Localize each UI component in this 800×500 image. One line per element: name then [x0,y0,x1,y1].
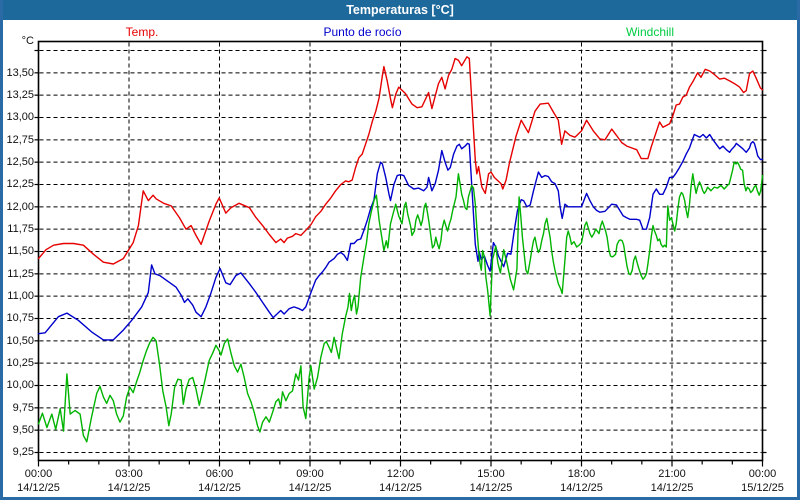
x-tick-time: 12:00 [386,468,415,480]
series-line-windchill [37,161,764,443]
y-axis-tick-label: 9,25 [12,446,34,459]
x-axis-tick-label: 00:00 15/12/25 [718,467,800,495]
x-axis-tick-label: 18:00 14/12/25 [537,467,627,495]
x-tick-date: 14/12/25 [650,482,694,494]
y-axis-tick-label: 13,25 [6,89,34,102]
x-axis-tick-label: 15:00 14/12/25 [446,467,536,495]
y-axis-tick-label: 12,00 [6,200,34,213]
x-tick-time: 21:00 [658,468,686,480]
y-axis-tick-label: 10,50 [6,334,34,347]
x-tick-date: 14/12/25 [17,482,60,494]
x-tick-date: 14/12/25 [469,482,513,494]
y-axis-unit-label: °C [21,35,34,47]
y-axis-tick-label: 12,75 [6,133,34,146]
x-tick-time: 06:00 [205,468,234,480]
y-axis-tick-label: 11,75 [7,223,34,236]
title-bar[interactable]: Temperaturas [°C] [0,0,800,20]
y-axis-tick-label: 11,00 [7,290,34,303]
x-tick-time: 18:00 [567,468,596,480]
y-axis-tick-label: 12,50 [6,156,34,169]
y-axis-tick-label: 10,00 [6,379,34,392]
x-axis-tick-label: 00:00 14/12/25 [0,467,84,495]
x-tick-time: 00:00 [24,468,53,480]
plot-border [37,40,764,462]
x-axis-tick-label: 12:00 14/12/25 [356,467,446,495]
window-title: Temperaturas [°C] [346,3,454,17]
x-tick-date: 15/12/25 [741,482,784,494]
legend-item-windchill: Windchill [625,25,674,39]
series-line-dew-point [37,133,764,341]
legend-item-temp: Temp. [125,25,159,39]
x-tick-date: 14/12/25 [379,482,422,494]
x-axis-tick-label: 06:00 14/12/25 [175,467,265,495]
y-axis-tick-label: 11,25 [7,267,34,280]
x-tick-date: 14/12/25 [107,482,151,494]
x-tick-time: 00:00 [748,468,777,480]
y-axis-tick-label: 13,50 [6,66,34,79]
x-tick-time: 15:00 [477,468,505,480]
y-axis-tick-label: 9,50 [12,424,34,437]
y-axis-tick-label: 10,75 [6,312,34,325]
y-axis-tick-label: 11,50 [7,245,34,258]
x-tick-time: 09:00 [296,468,324,480]
y-axis-tick-label: 13,00 [6,111,34,124]
y-axis-tick-label: 9,75 [12,401,34,414]
x-tick-date: 14/12/25 [288,482,332,494]
legend-item-dew-point: Punto de rocío [323,25,402,39]
y-axis-tick-label: 12,25 [6,178,34,191]
series-line-temp [37,56,764,265]
x-axis-tick-label: 09:00 14/12/25 [265,467,355,495]
x-tick-date: 14/12/25 [198,482,241,494]
x-axis-tick-label: 21:00 14/12/25 [627,467,717,495]
x-tick-time: 03:00 [115,468,143,480]
y-axis-tick-label: 10,25 [6,357,34,370]
x-tick-date: 14/12/25 [560,482,603,494]
x-axis-tick-label: 03:00 14/12/25 [84,467,174,495]
